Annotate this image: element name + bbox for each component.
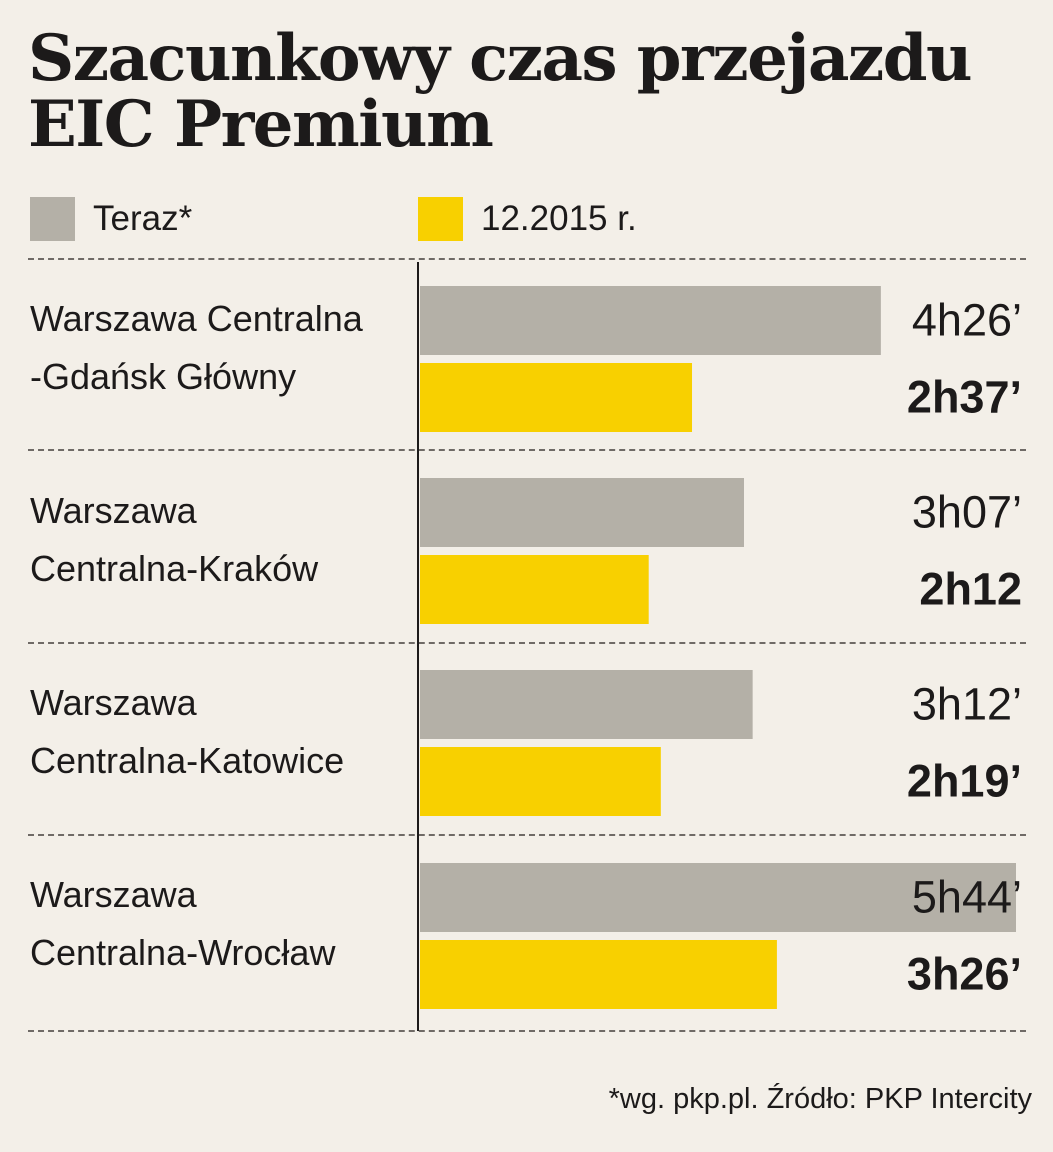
chart-title-line-1: Szacunkowy czas przejazdu bbox=[28, 21, 973, 96]
divider-bottom bbox=[28, 1030, 1026, 1032]
legend-item-2015: 12.2015 r. bbox=[418, 196, 637, 242]
bar-teraz-krakow bbox=[420, 478, 744, 547]
bar-2015-krakow bbox=[420, 555, 649, 624]
data-label-teraz-krakow: 3h07’ bbox=[912, 487, 1022, 538]
data-label-teraz-katowice: 3h12’ bbox=[912, 679, 1022, 730]
legend-item-teraz: Teraz* bbox=[30, 196, 192, 242]
chart-title: Szacunkowy czas przejazdu EIC Premium bbox=[28, 26, 1028, 158]
row-label-krakow-line-2: Centralna-Kraków bbox=[30, 548, 319, 589]
divider-3 bbox=[28, 834, 1026, 836]
row-label-katowice-line-2: Centralna-Katowice bbox=[30, 740, 345, 781]
bar-teraz-katowice bbox=[420, 670, 753, 739]
data-label-2015-wroclaw: 3h26’ bbox=[907, 949, 1022, 1000]
bar-teraz-gdansk bbox=[420, 286, 881, 355]
data-label-2015-krakow: 2h12 bbox=[919, 564, 1022, 615]
data-label-2015-gdansk: 2h37’ bbox=[907, 372, 1022, 423]
legend-swatch-teraz bbox=[30, 197, 75, 241]
row-label-katowice-line-1: Warszawa bbox=[30, 682, 197, 723]
divider-top bbox=[28, 258, 1026, 260]
legend-swatch-2015 bbox=[418, 197, 463, 241]
row-label-wroclaw-line-2: Centralna-Wrocław bbox=[30, 932, 336, 973]
source-note: *wg. pkp.pl. Źródło: PKP Intercity bbox=[608, 1083, 1032, 1115]
bar-2015-gdansk bbox=[420, 363, 693, 432]
row-label-gdansk-line-1: Warszawa Centralna bbox=[30, 298, 363, 339]
legend-label-teraz: Teraz* bbox=[93, 199, 193, 238]
row-label-katowice: Warszawa Centralna-Katowice bbox=[30, 674, 410, 790]
data-label-2015-katowice: 2h19’ bbox=[907, 756, 1022, 807]
bar-2015-katowice bbox=[420, 747, 661, 816]
divider-2 bbox=[28, 642, 1026, 644]
chart-title-line-2: EIC Premium bbox=[28, 87, 494, 162]
legend-label-2015: 12.2015 r. bbox=[481, 199, 637, 238]
bar-teraz-wroclaw bbox=[420, 863, 1016, 932]
row-label-krakow-line-1: Warszawa bbox=[30, 490, 197, 531]
data-label-teraz-wroclaw: 5h44’ bbox=[912, 872, 1022, 923]
row-label-gdansk: Warszawa Centralna -Gdańsk Główny bbox=[30, 290, 410, 406]
bar-2015-wroclaw bbox=[420, 940, 777, 1009]
divider-1 bbox=[28, 449, 1026, 451]
data-label-teraz-gdansk: 4h26’ bbox=[912, 295, 1022, 346]
row-label-wroclaw-line-1: Warszawa bbox=[30, 874, 197, 915]
row-label-krakow: Warszawa Centralna-Kraków bbox=[30, 482, 410, 598]
row-label-wroclaw: Warszawa Centralna-Wrocław bbox=[30, 866, 410, 982]
row-label-gdansk-line-2: -Gdańsk Główny bbox=[30, 356, 297, 397]
